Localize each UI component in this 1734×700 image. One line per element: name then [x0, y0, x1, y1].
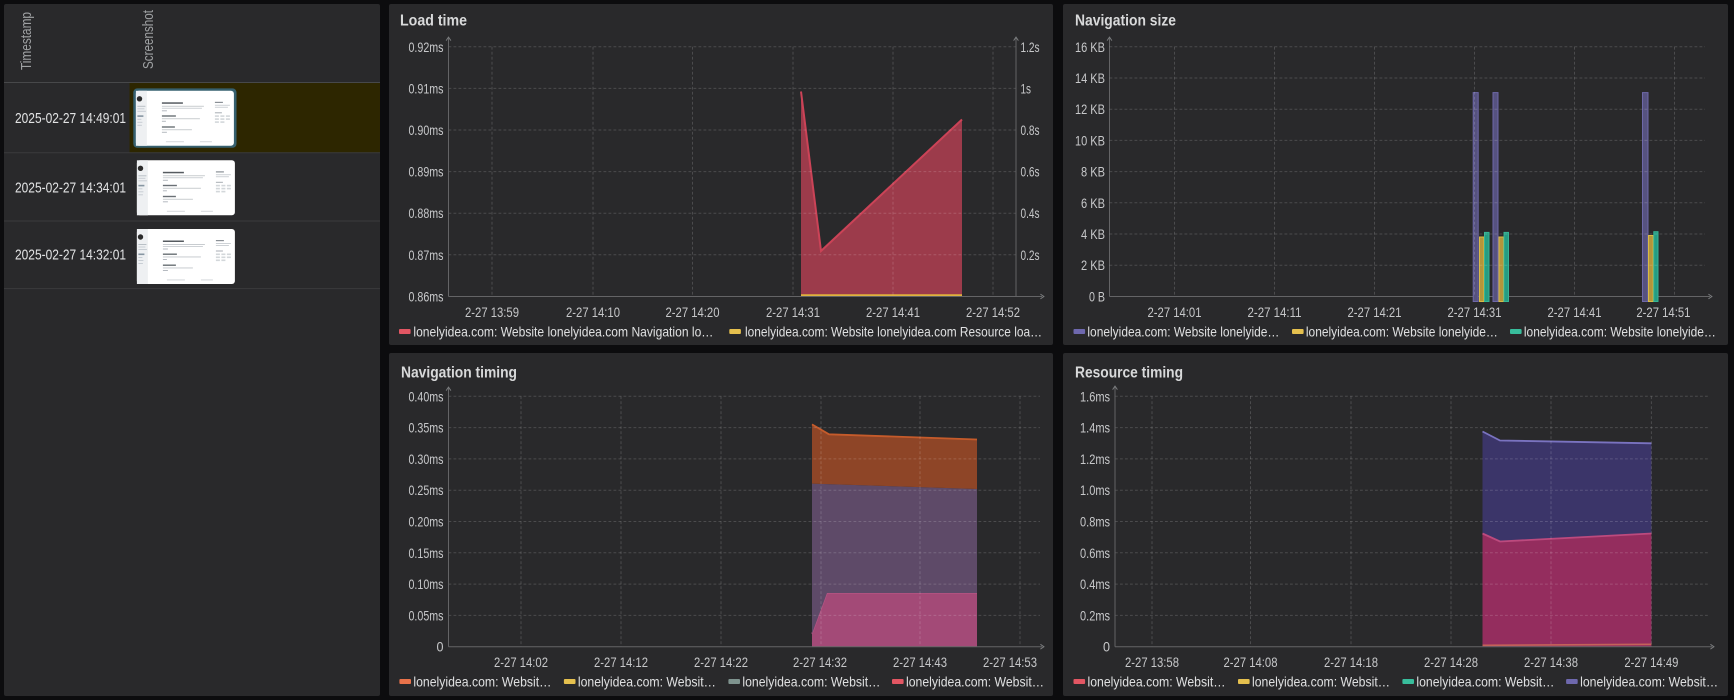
svg-text:2-27 14:01: 2-27 14:01	[1148, 304, 1202, 320]
svg-text:0.86ms: 0.86ms	[409, 289, 444, 305]
svg-text:12 KB: 12 KB	[1075, 101, 1105, 117]
svg-text:2-27 14:12: 2-27 14:12	[594, 654, 648, 670]
svg-text:2-27 14:38: 2-27 14:38	[1524, 654, 1578, 670]
svg-text:0.40ms: 0.40ms	[409, 388, 444, 404]
svg-text:10 KB: 10 KB	[1075, 132, 1105, 148]
svg-text:lonelyidea.com: Website lonely: lonelyidea.com: Website lonelyide…	[1524, 324, 1716, 340]
svg-text:2-27 14:11: 2-27 14:11	[1248, 304, 1302, 320]
svg-text:0.30ms: 0.30ms	[409, 451, 444, 467]
svg-text:0.8ms: 0.8ms	[1080, 514, 1110, 530]
svg-text:2-27 14:28: 2-27 14:28	[1424, 654, 1478, 670]
svg-text:0.10ms: 0.10ms	[409, 576, 444, 592]
svg-text:Navigation timing: Navigation timing	[401, 365, 517, 382]
svg-text:2-27 14:21: 2-27 14:21	[1348, 304, 1402, 320]
svg-text:Load time: Load time	[400, 13, 467, 30]
svg-text:1.2ms: 1.2ms	[1080, 451, 1110, 467]
svg-text:0.90ms: 0.90ms	[409, 122, 444, 138]
svg-text:lonelyidea.com: Websit…: lonelyidea.com: Websit…	[1088, 674, 1226, 690]
svg-text:0.8s: 0.8s	[1021, 122, 1040, 138]
svg-text:0.4ms: 0.4ms	[1080, 576, 1110, 592]
svg-text:2-27 14:32: 2-27 14:32	[793, 654, 847, 670]
svg-text:2-27 14:22: 2-27 14:22	[694, 654, 748, 670]
svg-text:lonelyidea.com: Websit…: lonelyidea.com: Websit…	[578, 674, 716, 690]
svg-text:1.0ms: 1.0ms	[1080, 482, 1110, 498]
svg-text:1s: 1s	[1021, 80, 1032, 96]
svg-text:2-27 14:43: 2-27 14:43	[893, 654, 947, 670]
svg-text:2-27 14:31: 2-27 14:31	[1448, 304, 1502, 320]
svg-text:14 KB: 14 KB	[1075, 70, 1105, 86]
svg-text:2-27 14:10: 2-27 14:10	[566, 304, 620, 320]
svg-text:Timestamp: Timestamp	[18, 12, 35, 70]
svg-text:2 KB: 2 KB	[1081, 257, 1105, 273]
svg-text:16 KB: 16 KB	[1075, 39, 1105, 55]
svg-text:1.2s: 1.2s	[1021, 39, 1040, 55]
svg-text:2-27 14:08: 2-27 14:08	[1224, 654, 1278, 670]
svg-text:6 KB: 6 KB	[1081, 195, 1105, 211]
svg-text:Screenshot: Screenshot	[140, 9, 157, 69]
svg-text:2-27 14:20: 2-27 14:20	[666, 304, 720, 320]
svg-text:2025-02-27 14:32:01: 2025-02-27 14:32:01	[15, 246, 126, 263]
svg-text:lonelyidea.com: Website lonely: lonelyidea.com: Website lonelyidea.com R…	[745, 324, 1042, 340]
svg-text:lonelyidea.com: Websit…: lonelyidea.com: Websit…	[1580, 674, 1718, 690]
svg-text:0.20ms: 0.20ms	[409, 514, 444, 530]
svg-text:2-27 13:59: 2-27 13:59	[465, 304, 519, 320]
svg-text:0.87ms: 0.87ms	[409, 247, 444, 263]
svg-text:lonelyidea.com: Website lonely: lonelyidea.com: Website lonelyide…	[1306, 324, 1498, 340]
svg-text:1.4ms: 1.4ms	[1080, 420, 1110, 436]
svg-text:2-27 14:52: 2-27 14:52	[966, 304, 1020, 320]
svg-text:2025-02-27 14:49:01: 2025-02-27 14:49:01	[15, 110, 126, 127]
svg-text:0.92ms: 0.92ms	[409, 39, 444, 55]
svg-text:0: 0	[1103, 639, 1110, 655]
svg-text:0.25ms: 0.25ms	[409, 482, 444, 498]
svg-text:lonelyidea.com: Website lonely: lonelyidea.com: Website lonelyidea.com N…	[413, 324, 713, 340]
svg-text:0.91ms: 0.91ms	[409, 80, 444, 96]
svg-text:2-27 14:18: 2-27 14:18	[1324, 654, 1378, 670]
svg-text:0.2s: 0.2s	[1021, 247, 1040, 263]
svg-text:4 KB: 4 KB	[1081, 226, 1105, 242]
svg-text:0: 0	[437, 639, 444, 655]
svg-text:lonelyidea.com: Websit…: lonelyidea.com: Websit…	[1252, 674, 1390, 690]
svg-text:2-27 14:41: 2-27 14:41	[1548, 304, 1602, 320]
svg-text:1.6ms: 1.6ms	[1080, 388, 1110, 404]
svg-text:0.4s: 0.4s	[1021, 205, 1040, 221]
svg-text:0.15ms: 0.15ms	[409, 545, 444, 561]
svg-text:0.6ms: 0.6ms	[1080, 545, 1110, 561]
svg-text:Navigation size: Navigation size	[1075, 13, 1176, 30]
svg-text:2025-02-27 14:34:01: 2025-02-27 14:34:01	[15, 179, 126, 196]
svg-text:0.6s: 0.6s	[1021, 164, 1040, 180]
svg-text:2-27 13:58: 2-27 13:58	[1125, 654, 1179, 670]
svg-text:Resource timing: Resource timing	[1075, 365, 1183, 382]
svg-text:2-27 14:49: 2-27 14:49	[1624, 654, 1678, 670]
svg-text:0.88ms: 0.88ms	[409, 205, 444, 221]
svg-text:lonelyidea.com: Websit…: lonelyidea.com: Websit…	[906, 674, 1044, 690]
svg-text:2-27 14:51: 2-27 14:51	[1636, 304, 1690, 320]
svg-text:0.2ms: 0.2ms	[1080, 607, 1110, 623]
svg-text:0.89ms: 0.89ms	[409, 164, 444, 180]
svg-text:0.05ms: 0.05ms	[409, 607, 444, 623]
svg-text:2-27 14:31: 2-27 14:31	[766, 304, 820, 320]
svg-text:2-27 14:02: 2-27 14:02	[494, 654, 548, 670]
svg-text:0 B: 0 B	[1089, 289, 1105, 305]
svg-text:lonelyidea.com: Websit…: lonelyidea.com: Websit…	[1416, 674, 1554, 690]
svg-text:0.35ms: 0.35ms	[409, 420, 444, 436]
svg-text:lonelyidea.com: Websit…: lonelyidea.com: Websit…	[742, 674, 880, 690]
svg-text:lonelyidea.com: Website lonely: lonelyidea.com: Website lonelyide…	[1087, 324, 1279, 340]
svg-text:2-27 14:41: 2-27 14:41	[866, 304, 920, 320]
svg-text:2-27 14:53: 2-27 14:53	[983, 654, 1037, 670]
svg-text:lonelyidea.com: Websit…: lonelyidea.com: Websit…	[413, 674, 551, 690]
svg-text:8 KB: 8 KB	[1081, 164, 1105, 180]
